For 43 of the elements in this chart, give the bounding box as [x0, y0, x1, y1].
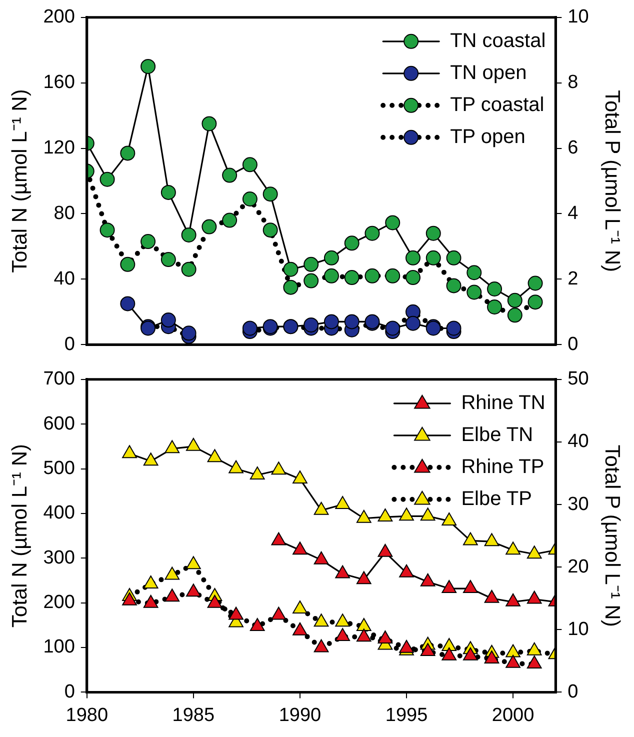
y2-axis-title: Total P (µmol L⁻¹ N)	[600, 90, 624, 272]
y-tick-label: 0	[64, 681, 75, 702]
y-tick-label: 40	[54, 268, 75, 290]
legend-label: Rhine TN	[461, 392, 546, 414]
y2-tick-label: 0	[568, 334, 578, 355]
y2-tick-label: 40	[568, 431, 589, 452]
y-tick-label: 400	[43, 502, 75, 524]
y2-tick-label: 4	[568, 202, 579, 224]
y-axis-title: Total N (µmol L⁻¹ N)	[8, 89, 32, 273]
y2-tick-label: 0	[568, 681, 578, 702]
legend-label: TP open	[450, 126, 526, 148]
y-tick-label: 120	[43, 138, 75, 159]
legend-label: TP coastal	[450, 94, 544, 116]
x-tick-label: 1980	[66, 704, 108, 726]
y2-tick-label: 10	[568, 6, 589, 28]
y2-axis-title: Total P (µmol L⁻¹ N)	[600, 444, 624, 627]
y-tick-label: 600	[43, 413, 75, 434]
y2-tick-label: 20	[568, 556, 589, 578]
legend-label: TN open	[450, 62, 527, 84]
y-tick-label: 200	[43, 6, 75, 28]
y2-tick-label: 8	[568, 72, 578, 94]
legend-label: Elbe TN	[461, 424, 534, 446]
y-axis-title: Total N (µmol L⁻¹ N)	[8, 444, 32, 628]
x-tick-label: 2000	[492, 704, 534, 726]
legend-label: Rhine TP	[461, 456, 544, 478]
x-tick-label: 1995	[385, 704, 428, 726]
y2-tick-label: 2	[568, 268, 578, 290]
legend-label: TN coastal	[450, 30, 546, 52]
legend-label: Elbe TP	[461, 488, 532, 510]
y2-tick-label: 30	[568, 494, 589, 515]
y-tick-label: 300	[43, 547, 75, 568]
x-tick-label: 1985	[172, 704, 215, 726]
y-tick-label: 80	[54, 202, 75, 224]
y2-tick-label: 50	[568, 368, 589, 390]
y2-tick-label: 6	[568, 138, 578, 159]
x-tick-label: 1990	[278, 704, 322, 726]
y-tick-label: 700	[43, 368, 75, 390]
y-tick-label: 160	[43, 72, 75, 94]
y2-tick-label: 10	[568, 618, 589, 640]
y-tick-label: 200	[43, 592, 75, 614]
y-tick-label: 0	[64, 334, 75, 355]
y-tick-label: 100	[43, 636, 75, 658]
y-tick-label: 500	[43, 458, 75, 480]
